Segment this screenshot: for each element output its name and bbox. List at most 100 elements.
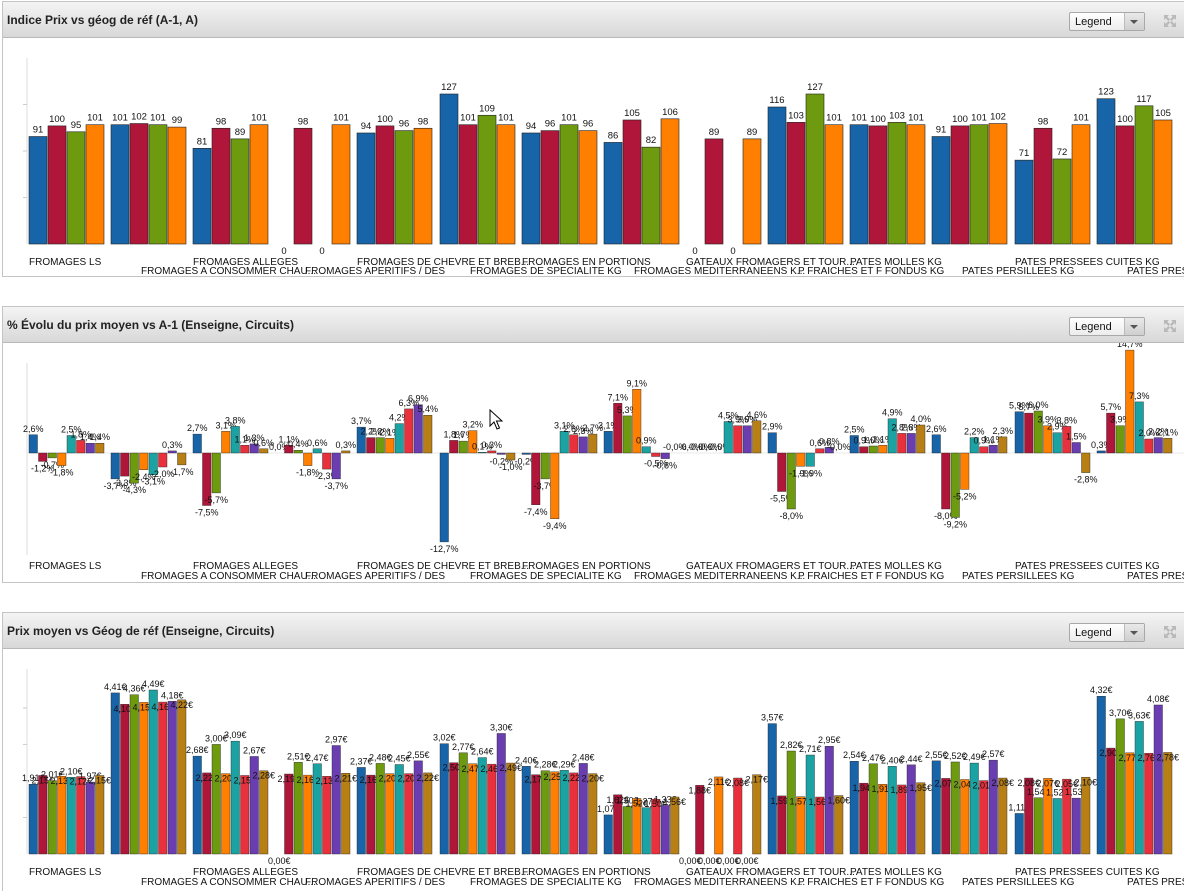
- bar-value-label: 4,49€: [142, 679, 165, 689]
- bar-value-label: -3,1%: [141, 477, 165, 487]
- bar: [439, 743, 449, 855]
- chevron-down-icon[interactable]: [1124, 13, 1144, 30]
- bar: [28, 784, 38, 855]
- category-tick-label: PATES PRESSEES CUITES KG: [1015, 257, 1160, 268]
- bar-value-label: 7,3%: [1129, 391, 1150, 401]
- category-tick-label: PATES PERSILLEES KG: [962, 266, 1075, 276]
- bar: [632, 798, 642, 855]
- bar-value-label: 123: [1098, 87, 1114, 98]
- bar-value-label: 2,50€: [442, 763, 465, 773]
- bar-value-label: -5,2%: [953, 491, 977, 501]
- bar-value-label: 2,54€: [843, 750, 866, 760]
- bar: [641, 807, 651, 855]
- bar: [941, 778, 951, 855]
- bar: [385, 438, 395, 454]
- category-tick-label: FROMAGES EN PORTIONS: [522, 867, 651, 878]
- bar-value-label: 2,22€: [562, 773, 585, 783]
- bar-value-label: 2,8%: [901, 422, 922, 432]
- bar-value-label: 101: [333, 113, 349, 124]
- bar: [859, 782, 869, 855]
- bar-value-label: 1,91€: [871, 784, 894, 794]
- bar: [192, 755, 202, 855]
- category-tick-label: FROMAGES ALLEGES: [193, 867, 298, 878]
- bar: [85, 442, 95, 454]
- bar: [331, 745, 341, 855]
- bar-value-label: 2,07€: [934, 778, 957, 788]
- bar: [969, 124, 989, 245]
- bar: [588, 433, 598, 454]
- bar: [1096, 450, 1106, 454]
- chevron-down-icon[interactable]: [1124, 318, 1144, 335]
- bar-value-label: 1,89€: [890, 785, 913, 795]
- bar-value-label: 91: [33, 125, 44, 136]
- chart-panel-indice-prix: Indice Prix vs géog de réf (A-1, A) Lege…: [2, 1, 1184, 277]
- bar: [868, 445, 878, 454]
- category-tick-label: FROMAGES A CONSOMMER CHAU...: [141, 266, 316, 276]
- bar-value-label: 1,3%: [244, 433, 265, 443]
- bar: [1134, 721, 1144, 855]
- bar-value-label: 105: [1155, 108, 1171, 119]
- bar: [375, 763, 385, 855]
- bar-value-label: -1,8%: [50, 468, 74, 478]
- legend-dropdown[interactable]: Legend: [1069, 623, 1145, 642]
- bar: [423, 772, 433, 855]
- bar: [824, 447, 834, 454]
- bar: [559, 431, 569, 454]
- bar-value-label: 2,07€: [1036, 778, 1059, 788]
- bar: [622, 415, 632, 454]
- legend-dropdown-label: Legend: [1075, 16, 1112, 28]
- bar: [767, 723, 777, 855]
- bar: [394, 130, 414, 245]
- bar-value-label: 0,9%: [973, 436, 994, 446]
- bar: [413, 127, 433, 245]
- bar-value-label: 117: [1136, 94, 1151, 105]
- bar: [824, 746, 834, 855]
- bar-value-label: -2,3%: [315, 471, 339, 481]
- bar-value-label: 4,5%: [718, 411, 739, 421]
- bar-value-label: 2,08€: [726, 778, 749, 788]
- bar: [284, 773, 294, 855]
- bar: [439, 93, 459, 245]
- chevron-down-icon[interactable]: [1124, 624, 1144, 641]
- expand-icon[interactable]: [1162, 624, 1178, 640]
- bar-value-label: 3,57€: [761, 713, 784, 723]
- panel-title: Indice Prix vs géog de réf (A-1, A): [7, 13, 198, 27]
- bar-value-label: 2,2%: [370, 427, 391, 437]
- bar: [723, 421, 733, 454]
- category-tick-label: PATES MOLLES KG: [850, 867, 942, 878]
- bar-value-label: 1,1%: [983, 434, 1004, 444]
- bar: [496, 452, 506, 455]
- bar: [230, 138, 250, 245]
- bar-value-label: 2,28€: [534, 760, 557, 770]
- bar: [28, 434, 38, 454]
- expand-icon[interactable]: [1162, 13, 1178, 29]
- expand-icon[interactable]: [1162, 318, 1178, 334]
- bar: [28, 136, 48, 245]
- bar: [167, 450, 177, 454]
- bar: [110, 452, 120, 480]
- bar: [148, 689, 158, 855]
- bar-value-label: -0,8%: [653, 461, 677, 471]
- bar: [322, 452, 332, 470]
- bar-value-label: 105: [624, 108, 640, 119]
- bar: [569, 434, 579, 454]
- bar-value-label: 101: [851, 113, 867, 124]
- bar-value-label: 4,0%: [910, 414, 931, 424]
- bar-value-label: 2,20€: [581, 774, 604, 784]
- bar: [110, 124, 130, 245]
- legend-dropdown[interactable]: Legend: [1069, 12, 1145, 31]
- bar-value-label: 2,12€: [69, 777, 92, 787]
- bar-value-label: 2,22€: [416, 773, 439, 783]
- bar-value-label: 98: [216, 116, 227, 127]
- bar: [341, 450, 351, 454]
- bar: [1115, 718, 1125, 855]
- bar: [211, 127, 231, 245]
- legend-dropdown[interactable]: Legend: [1069, 317, 1145, 336]
- bar-value-label: 2,40€: [515, 755, 538, 765]
- bar: [950, 125, 970, 245]
- bar: [404, 773, 414, 855]
- bar: [1125, 349, 1135, 454]
- bar: [158, 452, 168, 468]
- bar-value-label: 0,00€: [736, 856, 759, 866]
- legend-dropdown-label: Legend: [1075, 321, 1112, 333]
